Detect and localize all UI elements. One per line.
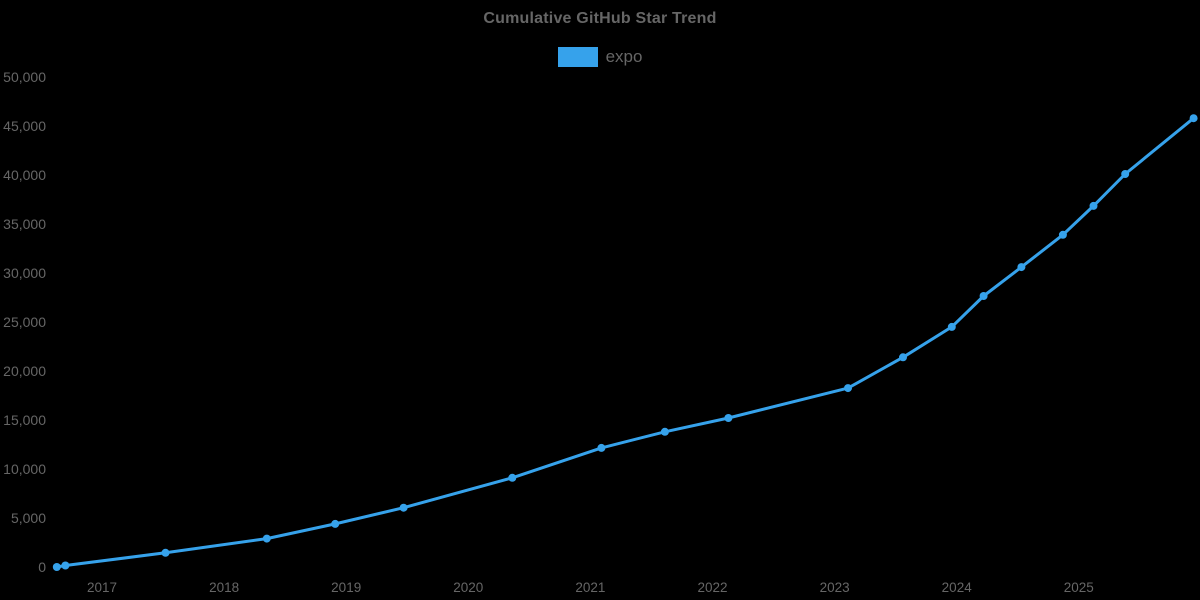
data-point-marker: [262, 534, 271, 543]
x-axis-tick-label: 2018: [209, 580, 239, 595]
data-point-marker: [660, 427, 669, 436]
x-axis-tick-label: 2021: [575, 580, 605, 595]
trend-line-expo: [55, 116, 1196, 569]
data-point-marker: [1121, 170, 1130, 178]
data-point-marker: [979, 292, 988, 300]
data-point-marker: [399, 503, 408, 512]
legend-item-expo[interactable]: expo: [0, 47, 1200, 67]
y-axis-tick-label: 10,000: [3, 461, 46, 477]
y-axis-tick-label: 0: [38, 559, 46, 575]
x-axis-tick-label: 2025: [1064, 580, 1094, 595]
data-point-marker: [1089, 201, 1098, 210]
x-axis-tick-label: 2023: [820, 580, 850, 595]
data-point-marker: [508, 473, 517, 482]
data-point-marker: [947, 322, 956, 331]
y-axis-tick-label: 45,000: [3, 118, 46, 134]
data-point-marker: [61, 561, 70, 570]
data-point-marker: [1058, 230, 1067, 239]
data-point-marker: [899, 353, 907, 362]
data-point-marker: [1017, 263, 1026, 272]
data-point-marker: [331, 519, 340, 528]
legend-label: expo: [605, 47, 643, 66]
data-point-marker: [724, 414, 733, 422]
y-axis-tick-label: 5,000: [11, 510, 46, 526]
x-axis-tick-label: 2024: [942, 580, 973, 595]
legend-swatch: [557, 47, 598, 67]
x-axis-tick-label: 2020: [453, 580, 483, 595]
y-axis-tick-label: 25,000: [3, 314, 46, 330]
y-axis-tick-label: 30,000: [3, 265, 46, 281]
y-axis-tick-label: 20,000: [3, 363, 46, 379]
data-point-marker: [597, 443, 606, 452]
chart-title: Cumulative GitHub Star Trend: [483, 10, 717, 27]
data-point-marker: [1189, 114, 1198, 123]
y-axis-tick-label: 40,000: [3, 167, 46, 183]
y-axis-tick-label: 15,000: [3, 412, 46, 428]
y-axis-tick-label: 50,000: [3, 69, 46, 85]
data-point-marker: [161, 548, 170, 557]
data-point-marker: [844, 384, 852, 393]
x-axis-tick-label: 2022: [697, 580, 727, 595]
x-axis-tick-label: 2017: [87, 580, 117, 595]
data-point-marker: [52, 563, 61, 571]
y-axis-tick-label: 35,000: [3, 216, 46, 232]
x-axis-tick-label: 2019: [331, 580, 361, 595]
